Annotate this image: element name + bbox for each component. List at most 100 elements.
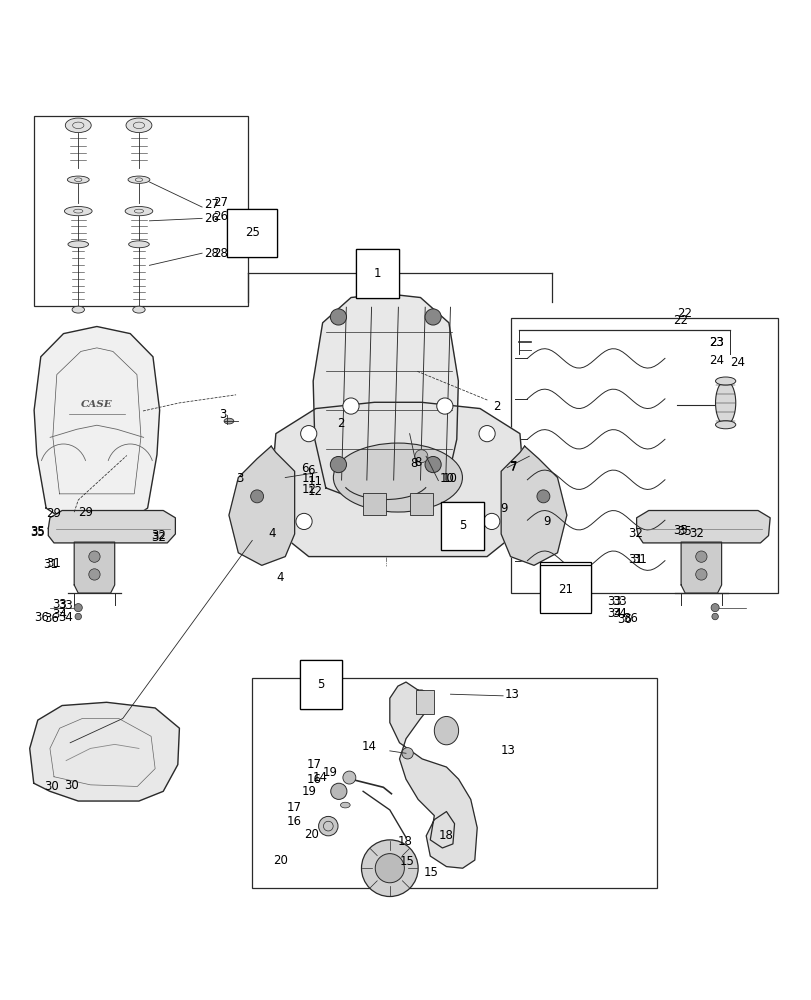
Circle shape <box>300 426 316 442</box>
Circle shape <box>330 783 346 799</box>
Text: 18: 18 <box>397 835 412 848</box>
Text: 26: 26 <box>204 212 218 225</box>
Text: 6: 6 <box>301 462 309 475</box>
Text: 17: 17 <box>286 801 301 814</box>
Polygon shape <box>389 682 477 868</box>
Text: 20: 20 <box>273 854 288 867</box>
Text: 25: 25 <box>244 226 260 239</box>
Circle shape <box>695 569 706 580</box>
Circle shape <box>711 613 718 620</box>
Ellipse shape <box>125 206 152 216</box>
Circle shape <box>695 551 706 562</box>
Text: 33: 33 <box>52 598 67 611</box>
Text: 31: 31 <box>44 558 58 571</box>
Text: 23: 23 <box>709 336 723 349</box>
Text: 5: 5 <box>317 678 324 691</box>
Circle shape <box>424 456 440 473</box>
Polygon shape <box>680 542 721 593</box>
Text: 23: 23 <box>709 336 723 349</box>
Bar <box>409 493 432 515</box>
Text: 5: 5 <box>458 519 466 532</box>
Bar <box>363 493 386 515</box>
Ellipse shape <box>714 421 735 429</box>
Text: 32: 32 <box>151 531 165 544</box>
Text: 4: 4 <box>268 527 276 540</box>
Circle shape <box>342 771 355 784</box>
Text: 2: 2 <box>492 400 500 413</box>
Text: 19: 19 <box>301 785 316 798</box>
Text: 33: 33 <box>611 595 626 608</box>
Ellipse shape <box>133 306 145 313</box>
Text: 35: 35 <box>30 525 45 538</box>
Polygon shape <box>229 446 294 565</box>
Polygon shape <box>30 702 179 801</box>
Text: 36: 36 <box>616 613 631 626</box>
Ellipse shape <box>714 377 735 385</box>
Circle shape <box>295 513 311 530</box>
Text: 24: 24 <box>729 356 744 369</box>
Text: 5: 5 <box>317 678 324 691</box>
Text: 36: 36 <box>34 611 49 624</box>
Text: 3: 3 <box>219 408 226 421</box>
Text: 3: 3 <box>236 472 243 485</box>
Text: 12: 12 <box>307 485 322 498</box>
Text: 31: 31 <box>628 553 642 566</box>
Circle shape <box>414 450 427 463</box>
Text: 11: 11 <box>301 472 316 485</box>
Text: 2: 2 <box>337 417 345 430</box>
Circle shape <box>75 613 81 620</box>
Ellipse shape <box>64 206 92 216</box>
Circle shape <box>424 309 440 325</box>
Ellipse shape <box>72 306 84 313</box>
Text: 12: 12 <box>301 483 316 496</box>
Circle shape <box>330 456 346 473</box>
Text: 28: 28 <box>213 247 228 260</box>
Text: 11: 11 <box>307 475 322 488</box>
Text: 19: 19 <box>322 766 337 779</box>
Polygon shape <box>271 402 524 557</box>
Text: 9: 9 <box>500 502 507 515</box>
Text: 13: 13 <box>500 744 515 757</box>
Text: 27: 27 <box>204 198 218 211</box>
Ellipse shape <box>714 381 735 425</box>
Polygon shape <box>313 294 457 496</box>
Polygon shape <box>636 511 769 543</box>
Text: 14: 14 <box>312 771 328 784</box>
Text: 32: 32 <box>628 527 642 540</box>
Text: 34: 34 <box>52 608 67 621</box>
Bar <box>34 116 248 306</box>
Circle shape <box>436 398 453 414</box>
Ellipse shape <box>224 418 234 424</box>
Text: 5: 5 <box>458 519 466 532</box>
Ellipse shape <box>340 802 350 808</box>
Text: 15: 15 <box>399 855 414 868</box>
Text: 16: 16 <box>306 773 321 786</box>
Circle shape <box>88 569 100 580</box>
Circle shape <box>342 398 358 414</box>
Text: 36: 36 <box>622 612 637 625</box>
Text: 35: 35 <box>676 525 691 538</box>
Text: 22: 22 <box>676 307 691 320</box>
Text: 1: 1 <box>374 267 381 280</box>
Polygon shape <box>74 542 114 593</box>
Text: 33: 33 <box>606 595 620 608</box>
Text: 31: 31 <box>46 557 61 570</box>
Bar <box>252 678 656 888</box>
Text: 33: 33 <box>58 599 73 612</box>
Circle shape <box>375 854 404 883</box>
Text: 10: 10 <box>440 472 454 485</box>
Text: 34: 34 <box>58 611 73 624</box>
Circle shape <box>88 551 100 562</box>
Text: 17: 17 <box>306 758 321 771</box>
Circle shape <box>710 604 719 612</box>
Text: 21: 21 <box>557 580 573 593</box>
Text: 18: 18 <box>438 829 453 842</box>
Bar <box>511 318 777 593</box>
Circle shape <box>361 840 418 897</box>
Text: 9: 9 <box>543 515 550 528</box>
Circle shape <box>401 748 413 759</box>
Ellipse shape <box>434 716 458 745</box>
Text: 31: 31 <box>632 553 646 566</box>
Text: 27: 27 <box>213 196 228 209</box>
Text: 34: 34 <box>611 607 626 620</box>
